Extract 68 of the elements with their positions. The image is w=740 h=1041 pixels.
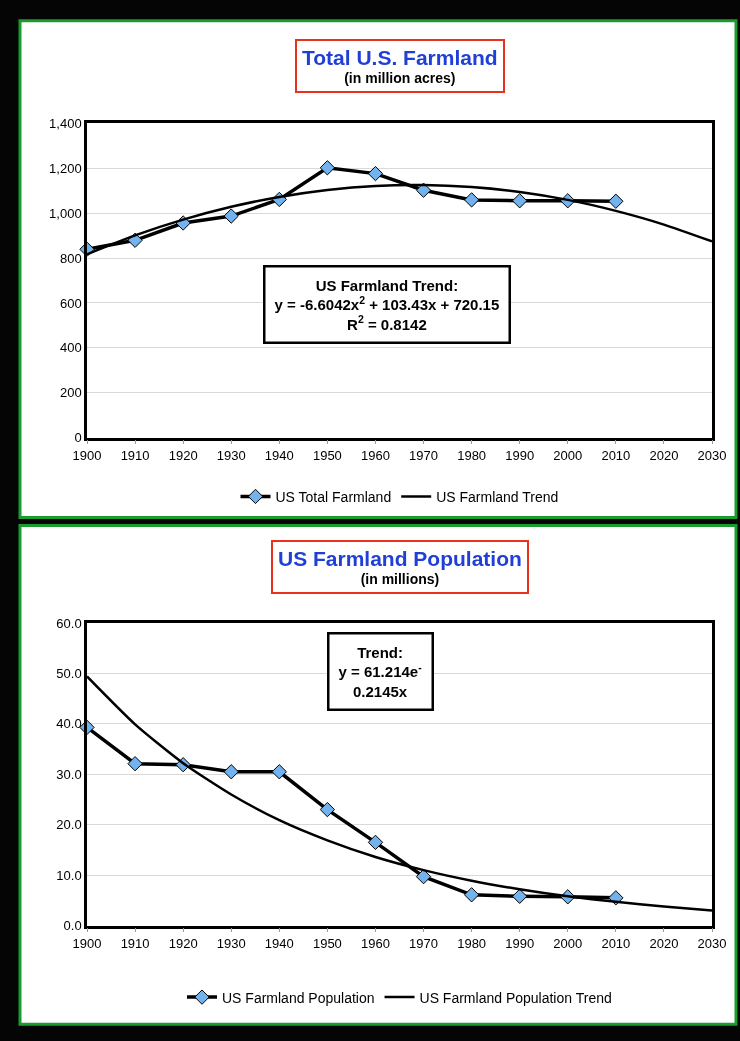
chart-title: US Farmland Population xyxy=(278,547,522,570)
legend-label: US Farmland Trend xyxy=(436,488,559,505)
y-tick-label: 60.0 xyxy=(56,615,82,631)
x-tick-label: 1990 xyxy=(505,935,535,951)
chart-subtitle: (in millions) xyxy=(360,571,440,588)
x-tick-label: 1980 xyxy=(457,935,487,951)
x-tick-label: 1960 xyxy=(361,935,390,951)
point xyxy=(415,869,432,885)
y-tick-label: 800 xyxy=(59,250,82,266)
x-tick-label: 2030 xyxy=(697,935,727,951)
point xyxy=(271,764,287,780)
legend-label: US Total Farmland xyxy=(275,488,392,505)
point xyxy=(512,193,528,209)
x-tick-label: 1900 xyxy=(72,935,102,951)
point xyxy=(127,756,143,772)
legend-label: US Farmland Population xyxy=(222,989,375,1006)
y-tick-label: 1,400 xyxy=(49,115,82,131)
x-tick-label: 1930 xyxy=(216,448,246,464)
point xyxy=(463,887,480,903)
point xyxy=(223,208,239,224)
legend-label: US Farmland Population Trend xyxy=(419,989,612,1006)
x-tick-label: 2010 xyxy=(601,935,631,951)
y-tick-label: 400 xyxy=(59,340,82,356)
y-tick-label: 600 xyxy=(59,295,82,311)
point xyxy=(367,834,384,851)
x-tick-label: 1910 xyxy=(120,448,150,464)
point xyxy=(367,165,384,182)
x-tick-label: 2000 xyxy=(553,448,583,464)
point xyxy=(415,182,432,198)
y-tick-label: 200 xyxy=(59,385,82,401)
x-tick-label: 1950 xyxy=(312,448,342,464)
x-tick-label: 1970 xyxy=(409,935,438,951)
y-tick-label: 40.0 xyxy=(56,716,82,732)
x-tick-label: 1950 xyxy=(312,935,342,951)
x-tick-label: 2000 xyxy=(553,935,583,951)
point xyxy=(608,193,624,209)
y-tick-label: 1,000 xyxy=(49,205,82,221)
x-tick-label: 1900 xyxy=(72,448,102,464)
y-tick-label: 1,200 xyxy=(49,160,82,176)
x-tick-label: 1920 xyxy=(168,448,198,464)
x-tick-label: 2020 xyxy=(649,448,679,464)
chart-title: Total U.S. Farmland xyxy=(302,46,498,69)
x-tick-label: 2030 xyxy=(697,448,727,464)
x-tick-label: 1920 xyxy=(168,935,198,951)
y-tick-label: 50.0 xyxy=(56,665,82,681)
x-tick-label: 1980 xyxy=(457,448,487,464)
x-tick-label: 1960 xyxy=(361,448,390,464)
x-tick-label: 1940 xyxy=(264,935,294,951)
y-tick-label: 10.0 xyxy=(56,867,82,883)
y-tick-label: 30.0 xyxy=(56,766,82,782)
x-tick-label: 1930 xyxy=(216,935,246,951)
y-tick-label: 20.0 xyxy=(56,817,82,833)
point xyxy=(319,160,336,176)
annotation: US Farmland Trend: y = -6.6042x$^{2}$ + 103.43x + 720.15 R$^{2}$ = 0.8142 xyxy=(274,276,500,333)
x-tick-label: 1910 xyxy=(120,935,150,951)
x-tick-label: 1970 xyxy=(409,448,438,464)
point xyxy=(319,801,336,818)
y-tick-label: 0 xyxy=(74,430,82,446)
chart-subtitle: (in million acres) xyxy=(344,70,456,87)
x-tick-label: 1940 xyxy=(264,448,294,464)
x-tick-label: 2010 xyxy=(601,448,631,464)
x-tick-label: 2020 xyxy=(649,935,679,951)
point xyxy=(512,888,528,904)
point xyxy=(463,192,480,208)
y-tick-label: 0.0 xyxy=(63,918,82,934)
point xyxy=(223,764,239,780)
text: Trend: y = 61.214e$^{-}$ 0.2145x xyxy=(338,643,422,700)
x-tick-label: 1990 xyxy=(505,448,535,464)
